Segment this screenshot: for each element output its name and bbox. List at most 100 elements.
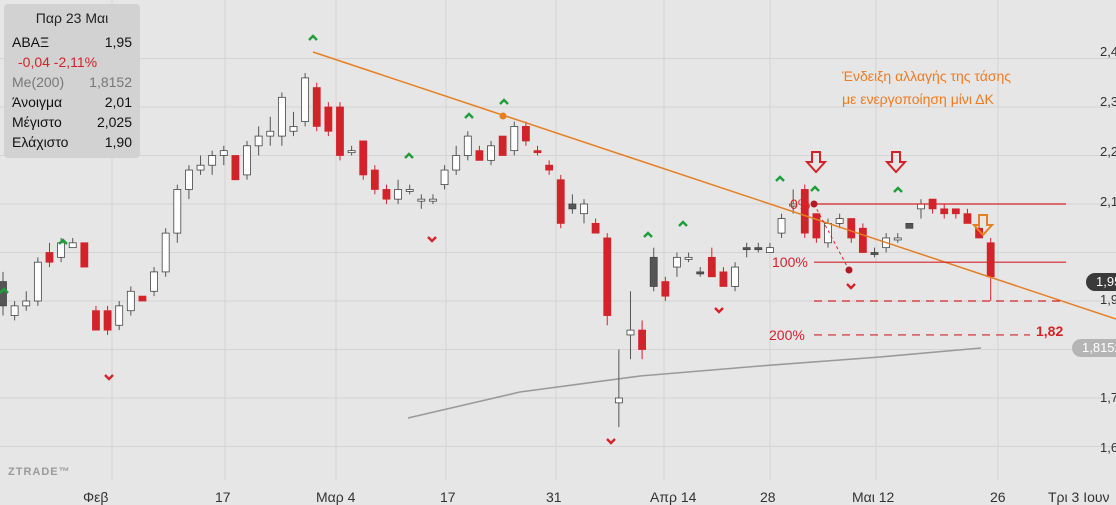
chevron-up-icon [643,231,653,238]
candle-body [68,242,77,249]
candle-body [370,169,379,190]
candle [429,194,437,204]
x-tick-label: Μαι 12 [852,489,895,505]
candle-body [638,329,646,350]
open-row: Άνοιγμα 2,01 [12,94,132,112]
candle-body [277,96,286,137]
ma-value: 1,8152 [89,74,132,90]
candle [940,204,949,219]
candle-body [580,203,588,215]
candle [22,291,31,311]
x-tick-label: Απρ 14 [650,489,697,505]
annotation-line-2: με ενεργοποίηση μίνι ΔΚ [842,91,994,107]
candle [266,116,275,146]
candle-body [150,271,158,292]
candle [208,150,217,175]
candle [289,111,298,137]
candle [0,271,7,316]
candle-body [126,290,135,312]
chevron-up-icon [678,220,688,227]
candle-body [917,203,925,210]
chart-overlays: 0% 100% 200% 1,82 [0,34,1116,445]
fib-label-200: 200% [769,327,805,343]
candle-body [103,310,112,331]
chevron-down-icon [427,236,437,243]
candle [835,213,844,229]
candle-body [940,208,949,215]
candle-body [429,198,437,202]
candle-body [591,222,600,234]
candle [638,320,646,360]
candle-body [707,256,716,278]
candle [696,267,705,277]
candle-body [22,300,31,307]
red-arrow-down-icon [884,151,908,174]
candle-body [138,295,147,302]
x-tick-label: 26 [990,489,1006,505]
candle-body [219,150,228,156]
candle-body [254,135,263,147]
candle-body [556,179,565,224]
chevron-up-icon [464,112,474,119]
candle-body [301,77,310,122]
low-row: Ελάχιστο 1,90 [12,134,132,152]
candle-body [951,208,960,215]
candle-body [92,310,100,331]
low-label: Ελάχιστο [12,134,69,150]
candle-body [208,155,217,166]
fib-label-100: 100% [772,254,808,270]
candle [568,194,577,214]
candle-body [986,242,995,278]
y-tick-label: 2,3 [1100,94,1116,109]
candle-body [440,169,449,186]
trendline-touch-point [499,112,507,120]
fib-anchor-bottom [845,266,853,274]
candle-body [185,169,193,190]
candle [487,140,495,166]
candle [80,242,89,268]
candle [254,126,263,156]
candle-body [498,135,507,156]
candle-body [696,271,705,275]
candle-body [754,247,763,251]
downtrend-line [312,51,1116,320]
ma-row: Me(200) 1,8152 [12,74,132,92]
candle [161,228,170,277]
candle-body [0,281,7,307]
candle-body [731,266,739,287]
candle-body [359,140,368,176]
candle-body [463,135,472,156]
candle [405,184,414,195]
candle [463,131,472,161]
candle [126,286,135,316]
candle [359,140,368,180]
candle-body [766,247,774,253]
candle [115,301,124,331]
candle [68,237,77,249]
candle-body [661,281,670,297]
chevron-down-icon [606,438,616,445]
candle-body [673,256,681,268]
open-value: 2,01 [104,94,132,110]
candle-body [417,198,426,202]
candle [800,184,809,238]
candle-body [545,164,554,171]
candle [33,257,42,306]
open-label: Άνοιγμα [12,94,63,110]
candle [789,189,798,214]
chevron-up-icon [775,175,785,182]
candle [556,174,565,229]
y-tick-label: 1,6 [1100,440,1116,455]
candle [928,198,937,214]
candle [614,349,623,428]
candle [440,165,449,190]
y-tick-label: 2,4 [1100,44,1116,59]
candle [951,208,960,219]
candle-body [324,106,333,132]
chevron-down-icon [714,307,724,314]
candle [138,295,147,302]
fib-label-0: 0% [790,196,810,212]
candle [580,199,588,224]
candle [301,73,310,127]
